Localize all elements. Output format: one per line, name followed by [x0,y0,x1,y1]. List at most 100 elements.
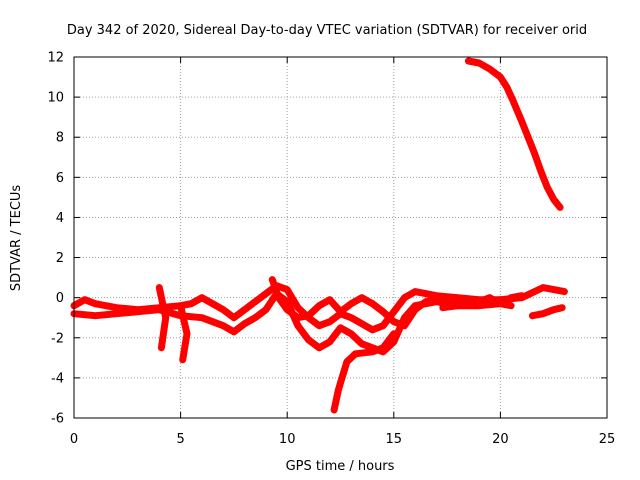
y-tick-label: -2 [51,331,64,346]
data-point [252,314,259,321]
y-tick-label: 0 [56,291,64,306]
data-point [550,306,557,313]
data-point [316,302,323,309]
series-arc-d [177,302,191,364]
series-arc-g [443,292,526,308]
data-point [486,66,493,73]
data-point [92,312,99,319]
data-point [331,406,338,413]
data-point [294,304,301,311]
data-point [559,304,566,311]
data-point [343,358,350,365]
data-point [465,58,472,65]
data-point [476,60,483,67]
series-arc-i [528,304,566,320]
data-point [497,74,504,81]
x-tick-label: 5 [176,432,184,447]
data-point [412,288,419,295]
x-tick-label: 20 [492,432,509,447]
x-tick-label: 15 [386,432,403,447]
x-tick-label: 10 [279,432,296,447]
data-point [486,294,493,301]
y-tick-label: 8 [56,131,64,146]
data-point [561,288,568,295]
series-arc-high [464,57,564,211]
data-point [537,168,544,175]
data-point [156,284,163,291]
data-point [220,306,227,313]
data-point [508,302,515,309]
series-band [70,290,504,356]
data-point [510,98,517,105]
data-point [518,118,525,125]
series-band [528,304,566,320]
data-point [358,294,365,301]
data-point [305,312,312,319]
data-point [390,318,397,325]
data-point [241,306,248,313]
grid [74,57,607,418]
data-point [369,300,376,307]
plot-frame [73,56,608,419]
data-point [162,314,169,321]
data-point [369,348,376,355]
data-point [557,204,564,211]
x-tick-label: 25 [599,432,616,447]
data-point [335,386,342,393]
data-point [294,322,301,329]
data-point [508,294,515,301]
data-point [525,134,532,141]
y-tick-label: 10 [47,91,64,106]
data-point [503,84,510,91]
data-point [348,314,355,321]
data-point [183,330,190,337]
data-point [284,306,291,313]
y-tick-label: 12 [47,51,64,66]
y-tick-label: 6 [56,171,64,186]
data-point [358,320,365,327]
data-point [390,330,397,337]
data-point [262,306,269,313]
data-point [230,328,237,335]
y-tick-label: -4 [51,371,64,386]
data-point [412,306,419,313]
data-point [380,344,387,351]
y-tick-label: -6 [51,412,64,427]
data-point [401,322,408,329]
data-point [326,318,333,325]
data-point [241,320,248,327]
data-point [348,330,355,337]
data-point [454,302,461,309]
data-point [358,340,365,347]
data-point [540,310,547,317]
axis-ticks: -6 -4 -2 0 2 4 6 8 10 12 0 5 10 15 20 25 [47,51,615,448]
series-arc-c [155,284,170,352]
y-axis-label: SDTVAR / TECUs [9,185,24,292]
data-point [262,290,269,297]
data-point [269,276,276,283]
data-point [352,350,359,357]
data-point [326,338,333,345]
data-series [70,57,568,414]
data-point [497,300,504,307]
data-point [113,304,120,311]
data-point [380,322,387,329]
data-point [544,184,551,191]
series-band [70,282,568,334]
data-point [275,294,282,301]
data-point [113,310,120,317]
data-point [380,308,387,315]
data-point [179,356,186,363]
data-point [198,314,205,321]
data-point [81,296,88,303]
data-point [198,294,205,301]
data-point [188,300,195,307]
data-point [390,308,397,315]
data-point [92,300,99,307]
series-arc-h [439,300,515,312]
data-point [531,150,538,157]
data-point [465,296,472,303]
data-point [337,324,344,331]
x-axis-label: GPS time / hours [286,459,395,474]
